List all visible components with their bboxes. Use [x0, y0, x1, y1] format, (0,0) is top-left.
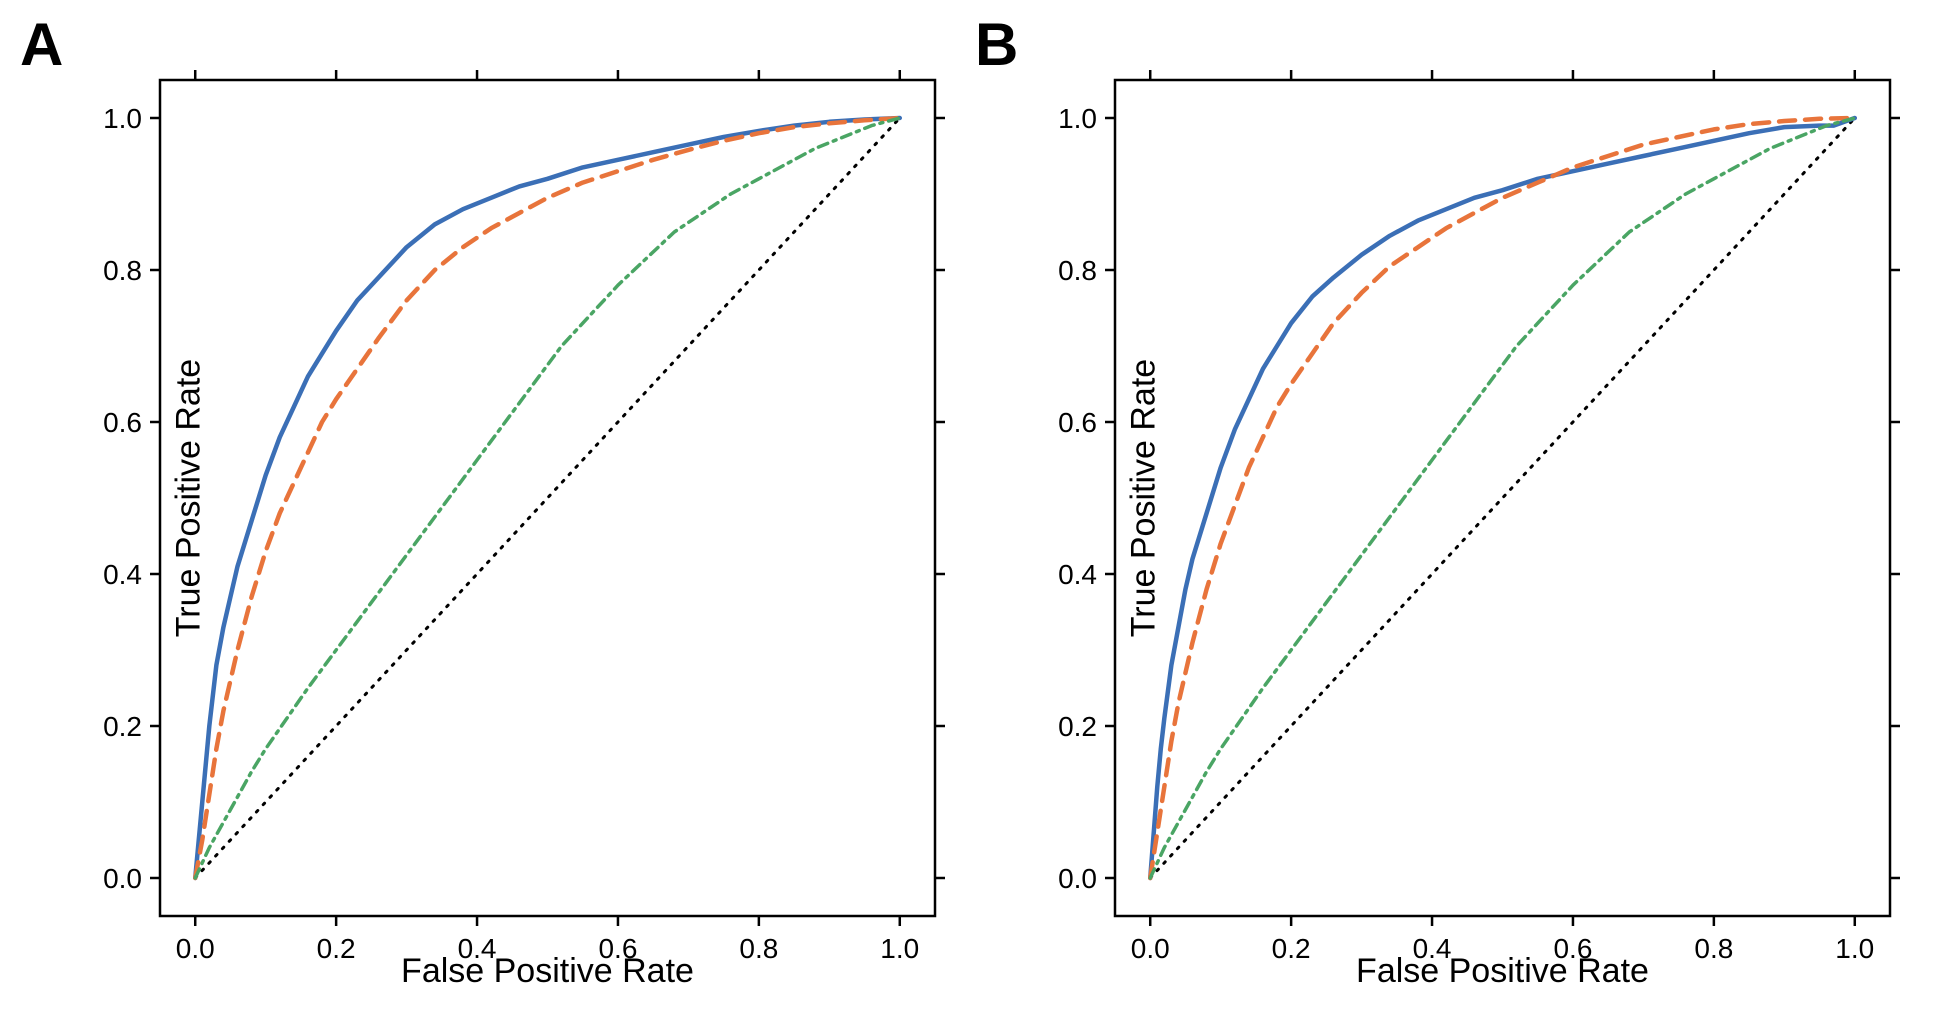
svg-text:0.2: 0.2 [103, 711, 142, 742]
ylabel-a: True Positive Rate [170, 359, 209, 637]
svg-text:0.8: 0.8 [1694, 933, 1733, 964]
figure-container: A True Positive Rate False Positive Rate… [0, 0, 1950, 1036]
xlabel-b: False Positive Rate [1356, 952, 1649, 991]
svg-text:0.4: 0.4 [1058, 559, 1097, 590]
svg-text:0.2: 0.2 [1058, 711, 1097, 742]
svg-text:0.0: 0.0 [176, 933, 215, 964]
plot-wrap-b: True Positive Rate False Positive Rate 0… [1115, 80, 1890, 916]
plot-wrap-a: True Positive Rate False Positive Rate 0… [160, 80, 935, 916]
svg-text:0.6: 0.6 [103, 407, 142, 438]
svg-text:0.2: 0.2 [1272, 933, 1311, 964]
svg-text:1.0: 1.0 [1835, 933, 1874, 964]
xlabel-a: False Positive Rate [401, 952, 694, 991]
svg-text:0.6: 0.6 [1058, 407, 1097, 438]
svg-text:0.8: 0.8 [103, 255, 142, 286]
ylabel-b: True Positive Rate [1125, 359, 1164, 637]
panel-label-a: A [20, 10, 63, 79]
roc-plot-b: 0.00.20.40.60.81.00.00.20.40.60.81.0 [1115, 80, 1890, 916]
svg-text:0.4: 0.4 [103, 559, 142, 590]
svg-text:0.2: 0.2 [317, 933, 356, 964]
roc-plot-a: 0.00.20.40.60.81.00.00.20.40.60.81.0 [160, 80, 935, 916]
svg-text:0.0: 0.0 [103, 863, 142, 894]
svg-text:1.0: 1.0 [880, 933, 919, 964]
panel-label-b: B [975, 10, 1018, 79]
svg-text:0.0: 0.0 [1131, 933, 1170, 964]
svg-text:1.0: 1.0 [103, 103, 142, 134]
svg-text:0.8: 0.8 [739, 933, 778, 964]
svg-text:0.0: 0.0 [1058, 863, 1097, 894]
panel-a: A True Positive Rate False Positive Rate… [20, 10, 975, 1016]
svg-text:1.0: 1.0 [1058, 103, 1097, 134]
panel-b: B True Positive Rate False Positive Rate… [975, 10, 1930, 1016]
svg-text:0.8: 0.8 [1058, 255, 1097, 286]
